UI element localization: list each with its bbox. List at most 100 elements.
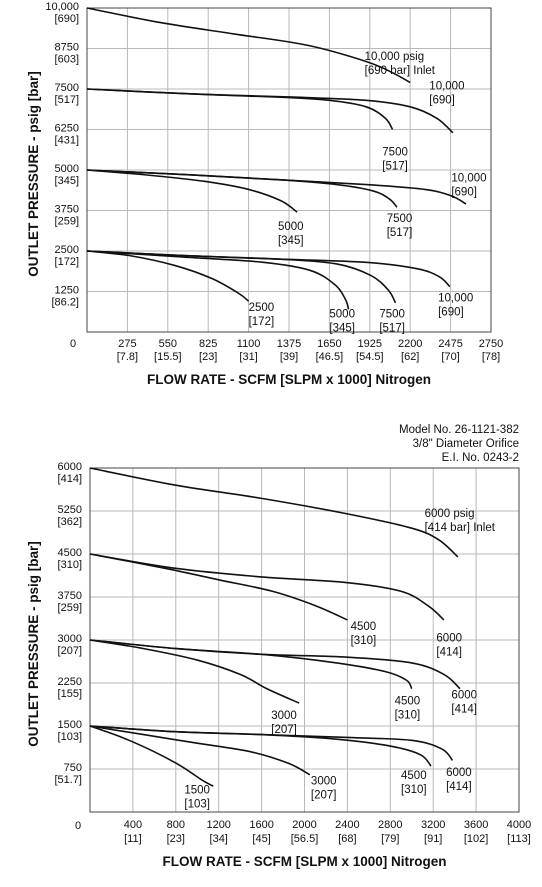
x-tick-label: 1650 [317, 338, 341, 350]
model-info-line: E.I. No. 0243-2 [442, 452, 519, 464]
pressure-curve [89, 639, 300, 704]
x-tick-label: 1100 [237, 338, 261, 350]
x-tick-label: 275 [118, 338, 136, 350]
curve-sublabel: [414] [446, 781, 472, 793]
curve-label: 4500 [401, 770, 427, 782]
x-tick-sublabel: [45] [252, 833, 270, 845]
x-axis-title: FLOW RATE - SCFM [SLPM x 1000] Nitrogen [162, 854, 446, 869]
x-tick-sublabel: [15.5] [154, 351, 182, 363]
x-tick-sublabel: [70] [441, 351, 459, 363]
curve-label: 7500 [382, 147, 408, 159]
y-axis-title: OUTLET PRESSURE - psig [bar] [26, 541, 41, 747]
pressure-curve [89, 725, 214, 787]
curve-label: 5000 [278, 221, 304, 233]
pressure-curve [86, 7, 411, 84]
y-tick-label: 4500 [58, 547, 82, 559]
curve-sublabel: [310] [401, 784, 427, 796]
curve-sublabel: [414] [451, 704, 477, 716]
x-tick-sublabel: [34] [210, 833, 228, 845]
x-tick-label: 2000 [292, 819, 316, 831]
x-tick-sublabel: [79] [381, 833, 399, 845]
y-tick-label: 2250 [58, 676, 82, 688]
y-tick-label: 7500 [55, 82, 79, 94]
y-tick-sublabel: [431] [55, 135, 79, 147]
x-tick-label: 825 [199, 338, 217, 350]
x-tick-label: 1200 [206, 819, 230, 831]
x-tick-label: 550 [159, 338, 177, 350]
curve-label: 6000 [446, 767, 472, 779]
y-tick-sublabel: [603] [55, 54, 79, 66]
curve-sublabel: [690] [429, 94, 455, 106]
x-tick-sublabel: [39] [280, 351, 298, 363]
y-tick-sublabel: [362] [58, 516, 82, 528]
curve-label: 5000 [329, 309, 355, 321]
curve-label: 10,000 [429, 80, 464, 92]
curve-sublabel: [310] [395, 709, 421, 721]
curve-label: 3000 [271, 710, 297, 722]
x-tick-label-zero: 0 [75, 820, 81, 832]
curve-sublabel: [414] [436, 646, 462, 658]
curve-sublabel: [345] [329, 323, 355, 335]
x-tick-label: 1925 [358, 338, 382, 350]
y-tick-label: 750 [64, 762, 82, 774]
curve-label: 6000 psig [425, 508, 475, 520]
x-tick-label: 1600 [249, 819, 273, 831]
x-tick-label: 3600 [464, 819, 488, 831]
x-tick-sublabel: [46.5] [316, 351, 344, 363]
x-tick-sublabel: [78] [482, 351, 500, 363]
curve-sublabel: [172] [249, 316, 275, 328]
x-tick-sublabel: [23] [167, 833, 185, 845]
y-tick-sublabel: [259] [55, 216, 79, 228]
y-axis-title: OUTLET PRESSURE - psig [bar] [26, 71, 41, 277]
y-tick-sublabel: [103] [58, 731, 82, 743]
pressure-curve [86, 88, 454, 134]
curve-sublabel: [690 bar] Inlet [365, 65, 436, 77]
x-tick-sublabel: [31] [239, 351, 257, 363]
y-tick-label: 1250 [55, 285, 79, 297]
x-tick-sublabel: [113] [507, 833, 531, 845]
y-tick-sublabel: [310] [58, 559, 82, 571]
y-tick-sublabel: [259] [58, 602, 82, 614]
y-tick-label: 10,000 [45, 1, 79, 13]
curve-label: 4500 [395, 695, 421, 707]
x-tick-label: 2475 [438, 338, 462, 350]
y-tick-sublabel: [517] [55, 94, 79, 106]
x-tick-label: 4000 [507, 819, 531, 831]
y-tick-label: 6000 [58, 461, 82, 473]
curve-sublabel: [517] [379, 323, 405, 335]
x-tick-sublabel: [68] [338, 833, 356, 845]
y-tick-sublabel: [172] [55, 256, 79, 268]
x-tick-label: 2400 [335, 819, 359, 831]
x-tick-sublabel: [11] [124, 833, 142, 845]
y-tick-label: 1500 [58, 719, 82, 731]
y-tick-sublabel: [690] [55, 13, 79, 25]
x-tick-label: 3200 [421, 819, 445, 831]
curve-label: 4500 [351, 621, 377, 633]
pressure-curve [86, 250, 350, 310]
pressure-curve [89, 725, 311, 776]
x-tick-label-zero: 0 [70, 338, 76, 350]
x-tick-sublabel: [102] [464, 833, 488, 845]
curve-label: 10,000 [451, 173, 486, 185]
y-tick-sublabel: [414] [58, 473, 82, 485]
curve-sublabel: [414 bar] Inlet [425, 522, 496, 534]
pressure-curve [86, 88, 394, 130]
curve-sublabel: [207] [311, 790, 337, 802]
y-tick-label: 5250 [58, 504, 82, 516]
curve-label: 2500 [249, 302, 275, 314]
x-tick-sublabel: [23] [199, 351, 217, 363]
y-tick-label: 3000 [58, 633, 82, 645]
curve-label: 6000 [451, 690, 477, 702]
curve-label: 7500 [379, 309, 405, 321]
curve-label: 10,000 psig [365, 51, 424, 63]
pressure-curve [89, 639, 413, 690]
y-tick-label: 5000 [55, 163, 79, 175]
x-tick-label: 2800 [378, 819, 402, 831]
pressure-curve [86, 169, 398, 208]
pressure-curve [89, 639, 461, 690]
curve-sublabel: [517] [382, 161, 408, 173]
y-tick-label: 2500 [55, 244, 79, 256]
curve-sublabel: [690] [451, 187, 477, 199]
x-tick-sublabel: [7.8] [117, 351, 138, 363]
